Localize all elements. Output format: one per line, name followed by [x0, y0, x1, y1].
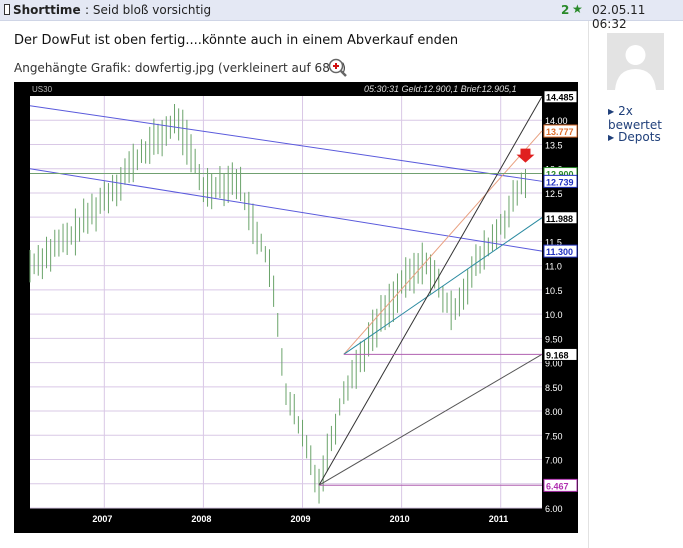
- trendline-steep: [318, 96, 543, 486]
- post-category[interactable]: Shorttime: [13, 3, 81, 17]
- y-tick-label: 13.5: [545, 140, 563, 150]
- y-tick-label: 8.00: [545, 407, 563, 417]
- user-silhouette-icon: [615, 45, 656, 90]
- chart-svg: 14.0013.513.012.512.011.511.010.510.09.5…: [29, 84, 578, 524]
- down-arrow-icon: [516, 148, 535, 163]
- x-tick-label: 2008: [191, 514, 211, 524]
- price-label-box: [543, 211, 578, 225]
- price-label: 11.988: [546, 214, 573, 224]
- price-label: 12.900: [546, 170, 574, 180]
- chart-header: 05:30:31 Geld:12.900,1 Brief:12.905,1: [364, 84, 517, 94]
- attached-chart[interactable]: 14.0013.513.012.512.011.511.010.510.09.5…: [14, 82, 578, 533]
- y-tick-label: 10.0: [545, 310, 563, 320]
- y-tick-label: 8.50: [545, 383, 563, 393]
- attachment-label: Angehängte Grafik: dowfertig.jpg (verkle…: [14, 61, 346, 75]
- chart-symbol: US30: [32, 85, 53, 94]
- sidebar-divider: [588, 21, 589, 548]
- y-tick-label: 11.0: [545, 262, 562, 272]
- y-tick-label: 11.5: [545, 237, 562, 247]
- y-tick-label: 7.00: [545, 456, 563, 466]
- depots-link[interactable]: ▶ Depots: [608, 130, 661, 144]
- price-label: 9.168: [546, 350, 569, 360]
- price-label-box: [543, 124, 578, 138]
- post-header: Shorttime : Seid bloß vorsichtig 2 ★ 02.…: [0, 0, 683, 31]
- trendline-orange: [343, 130, 543, 355]
- price-label: 14.485: [546, 93, 574, 103]
- y-tick-label: 9.50: [545, 334, 563, 344]
- post-subject: : Seid bloß vorsichtig: [85, 3, 212, 17]
- rating-count: 2: [561, 3, 570, 17]
- document-icon: [4, 4, 10, 15]
- y-tick-label: 6.00: [545, 504, 563, 514]
- y-tick-label: 10.5: [545, 286, 563, 296]
- post-date: 02.05.11 06:32: [592, 3, 646, 31]
- x-tick-label: 2009: [291, 514, 311, 524]
- x-tick-label: 2007: [92, 514, 112, 524]
- x-tick-label: 2010: [390, 514, 410, 524]
- price-label: 6.467: [546, 481, 569, 491]
- price-label: 13.777: [546, 127, 574, 137]
- zoom-in-icon[interactable]: [328, 58, 348, 78]
- post-body: Der DowFut ist oben fertig....könnte auc…: [14, 33, 459, 48]
- price-label-box: [543, 244, 578, 258]
- y-tick-label: 14.00: [545, 116, 568, 126]
- price-label: 11.300: [546, 247, 573, 257]
- star-icon[interactable]: ★: [572, 2, 583, 16]
- triangle-right-icon: ▶: [608, 107, 615, 116]
- price-label: 12.739: [546, 177, 574, 187]
- avatar[interactable]: [607, 33, 664, 90]
- trendline-upper-channel: [29, 105, 543, 182]
- price-label-box: [543, 90, 578, 104]
- trendline-shallow: [318, 353, 543, 486]
- price-label-box: [543, 478, 578, 492]
- plot-area: [30, 96, 542, 508]
- y-tick-label: 7.50: [545, 431, 563, 441]
- price-label-box: [543, 174, 578, 188]
- trendline-teal: [343, 217, 543, 355]
- price-label-box: [543, 347, 578, 361]
- triangle-right-icon: ▶: [608, 133, 615, 142]
- trendline-lower-channel: [29, 168, 543, 252]
- y-tick-label: 12.5: [545, 189, 563, 199]
- x-tick-label: 2011: [489, 514, 509, 524]
- y-tick-label: 9.00: [545, 359, 563, 369]
- rated-link[interactable]: ▶ 2x bewertet: [608, 104, 662, 132]
